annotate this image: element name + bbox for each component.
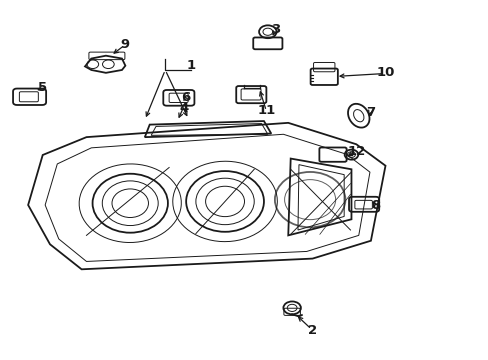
Text: 8: 8 [370, 198, 380, 212]
Text: 5: 5 [38, 81, 47, 94]
Text: 11: 11 [257, 104, 275, 117]
Text: 3: 3 [271, 23, 280, 36]
Text: 4: 4 [179, 102, 188, 115]
Text: 12: 12 [346, 145, 365, 158]
Text: 9: 9 [121, 38, 130, 51]
Text: 10: 10 [376, 66, 394, 79]
Text: 1: 1 [186, 59, 195, 72]
Text: 2: 2 [307, 324, 317, 337]
Text: 6: 6 [181, 91, 190, 104]
Text: 7: 7 [366, 105, 375, 119]
